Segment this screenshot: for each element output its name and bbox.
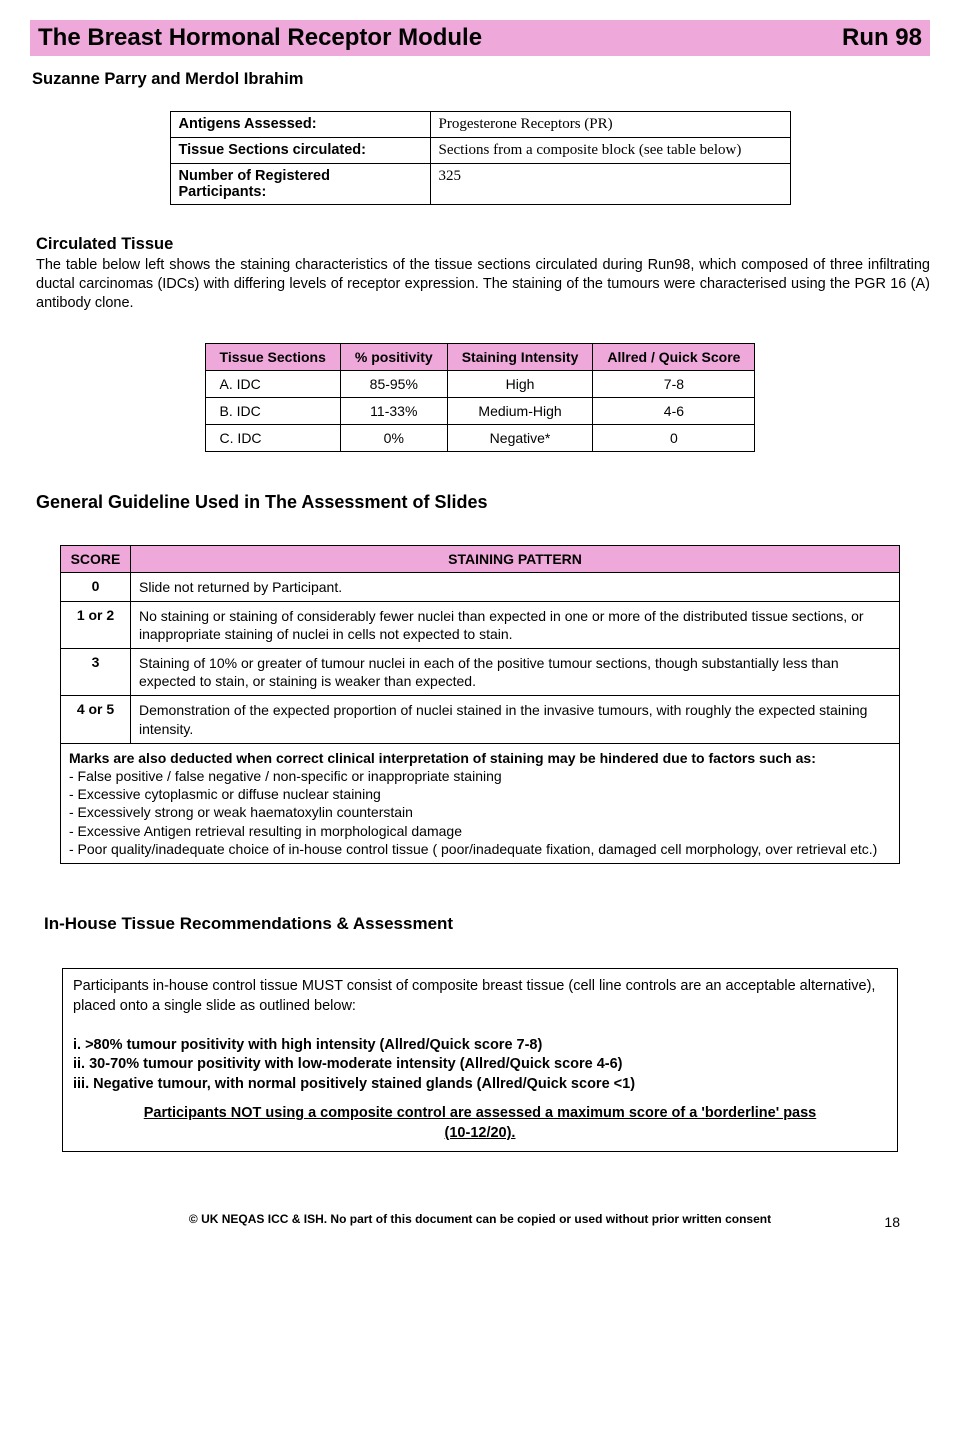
inhouse-heading: In-House Tissue Recommendations & Assess… bbox=[44, 914, 930, 934]
table-row: Marks are also deducted when correct cli… bbox=[61, 743, 900, 863]
column-header: % positivity bbox=[340, 343, 447, 370]
info-value: Sections from a composite block (see tab… bbox=[430, 138, 790, 164]
info-value: 325 bbox=[430, 164, 790, 205]
tissue-table: Tissue Sections % positivity Staining In… bbox=[205, 343, 756, 452]
table-row: 1 or 2No staining or staining of conside… bbox=[61, 601, 900, 648]
footer: © UK NEQAS ICC & ISH. No part of this do… bbox=[30, 1212, 930, 1226]
table-row: C. IDC 0% Negative* 0 bbox=[205, 424, 755, 451]
table-row: 3Staining of 10% or greater of tumour nu… bbox=[61, 649, 900, 696]
cell: B. IDC bbox=[205, 397, 340, 424]
table-row: 0Slide not returned by Participant. bbox=[61, 572, 900, 601]
inhouse-intro: Participants in-house control tissue MUS… bbox=[73, 977, 887, 1016]
authors: Suzanne Parry and Merdol Ibrahim bbox=[30, 70, 930, 89]
column-header: STAINING PATTERN bbox=[131, 545, 900, 572]
cell: 7-8 bbox=[593, 370, 755, 397]
circulated-paragraph: The table below left shows the staining … bbox=[36, 256, 930, 313]
page-title: The Breast Hormonal Receptor Module bbox=[38, 24, 482, 52]
score-cell: 4 or 5 bbox=[61, 696, 131, 743]
info-label: Tissue Sections circulated: bbox=[170, 138, 430, 164]
cell: 0 bbox=[593, 424, 755, 451]
copyright: © UK NEQAS ICC & ISH. No part of this do… bbox=[189, 1212, 771, 1226]
info-value: Progesterone Receptors (PR) bbox=[430, 112, 790, 138]
circulated-heading: Circulated Tissue bbox=[36, 235, 930, 254]
guideline-heading: General Guideline Used in The Assessment… bbox=[36, 492, 930, 513]
cell: Medium-High bbox=[447, 397, 593, 424]
cell: 85-95% bbox=[340, 370, 447, 397]
table-row: Tissue Sections circulated: Sections fro… bbox=[170, 138, 790, 164]
score-table: SCORE STAINING PATTERN 0Slide not return… bbox=[60, 545, 900, 864]
pattern-cell: Demonstration of the expected proportion… bbox=[131, 696, 900, 743]
note-item: - Excessive Antigen retrieval resulting … bbox=[69, 823, 462, 839]
note-item: - Excessive cytoplasmic or diffuse nucle… bbox=[69, 786, 381, 802]
pattern-cell: No staining or staining of considerably … bbox=[131, 601, 900, 648]
cell: 4-6 bbox=[593, 397, 755, 424]
info-table: Antigens Assessed: Progesterone Receptor… bbox=[170, 111, 791, 205]
inhouse-item-3: iii. Negative tumour, with normal positi… bbox=[73, 1075, 887, 1095]
run-label: Run 98 bbox=[842, 24, 922, 52]
inhouse-box: Participants in-house control tissue MUS… bbox=[62, 968, 898, 1153]
pattern-cell: Slide not returned by Participant. bbox=[131, 572, 900, 601]
pattern-cell: Staining of 10% or greater of tumour nuc… bbox=[131, 649, 900, 696]
info-label: Antigens Assessed: bbox=[170, 112, 430, 138]
table-header-row: Tissue Sections % positivity Staining In… bbox=[205, 343, 755, 370]
column-header: SCORE bbox=[61, 545, 131, 572]
cell: 11-33% bbox=[340, 397, 447, 424]
score-cell: 3 bbox=[61, 649, 131, 696]
page-header: The Breast Hormonal Receptor Module Run … bbox=[30, 20, 930, 56]
inhouse-item-2: ii. 30-70% tumour positivity with low-mo… bbox=[73, 1055, 887, 1075]
deduction-note: Marks are also deducted when correct cli… bbox=[61, 743, 900, 863]
column-header: Staining Intensity bbox=[447, 343, 593, 370]
score-cell: 1 or 2 bbox=[61, 601, 131, 648]
column-header: Tissue Sections bbox=[205, 343, 340, 370]
inhouse-warning: Participants NOT using a composite contr… bbox=[73, 1104, 887, 1143]
cell: A. IDC bbox=[205, 370, 340, 397]
table-row: Antigens Assessed: Progesterone Receptor… bbox=[170, 112, 790, 138]
cell: High bbox=[447, 370, 593, 397]
note-item: - Poor quality/inadequate choice of in-h… bbox=[69, 841, 877, 857]
table-row: 4 or 5Demonstration of the expected prop… bbox=[61, 696, 900, 743]
cell: 0% bbox=[340, 424, 447, 451]
table-row: A. IDC 85-95% High 7-8 bbox=[205, 370, 755, 397]
table-header-row: SCORE STAINING PATTERN bbox=[61, 545, 900, 572]
page-number: 18 bbox=[884, 1214, 900, 1230]
info-label: Number of Registered Participants: bbox=[170, 164, 430, 205]
cell: C. IDC bbox=[205, 424, 340, 451]
note-item: - Excessively strong or weak haematoxyli… bbox=[69, 804, 413, 820]
score-cell: 0 bbox=[61, 572, 131, 601]
table-row: B. IDC 11-33% Medium-High 4-6 bbox=[205, 397, 755, 424]
cell: Negative* bbox=[447, 424, 593, 451]
note-item: - False positive / false negative / non-… bbox=[69, 768, 502, 784]
table-row: Number of Registered Participants: 325 bbox=[170, 164, 790, 205]
inhouse-item-1: i. >80% tumour positivity with high inte… bbox=[73, 1036, 887, 1056]
note-lead: Marks are also deducted when correct cli… bbox=[69, 750, 816, 766]
column-header: Allred / Quick Score bbox=[593, 343, 755, 370]
